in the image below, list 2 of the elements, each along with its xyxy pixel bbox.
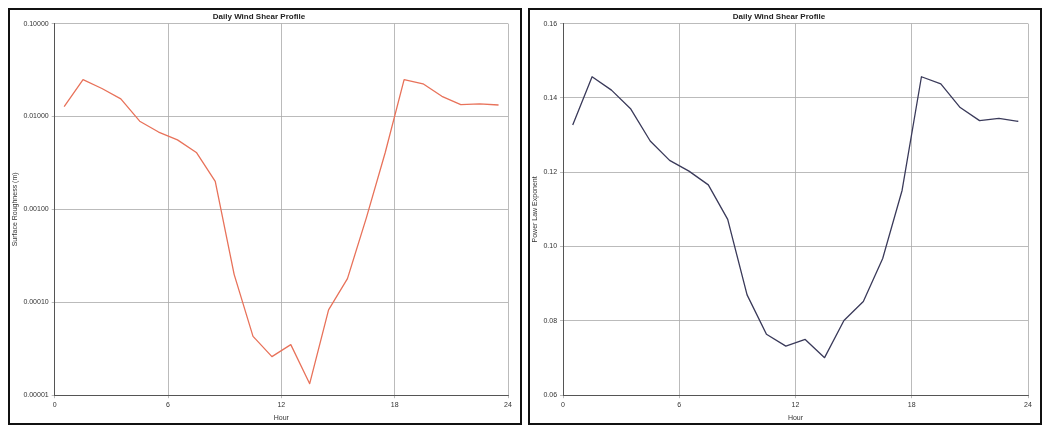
- chart-title: Daily Wind Shear Profile: [732, 12, 826, 21]
- chart-title: Daily Wind Shear Profile: [212, 12, 306, 21]
